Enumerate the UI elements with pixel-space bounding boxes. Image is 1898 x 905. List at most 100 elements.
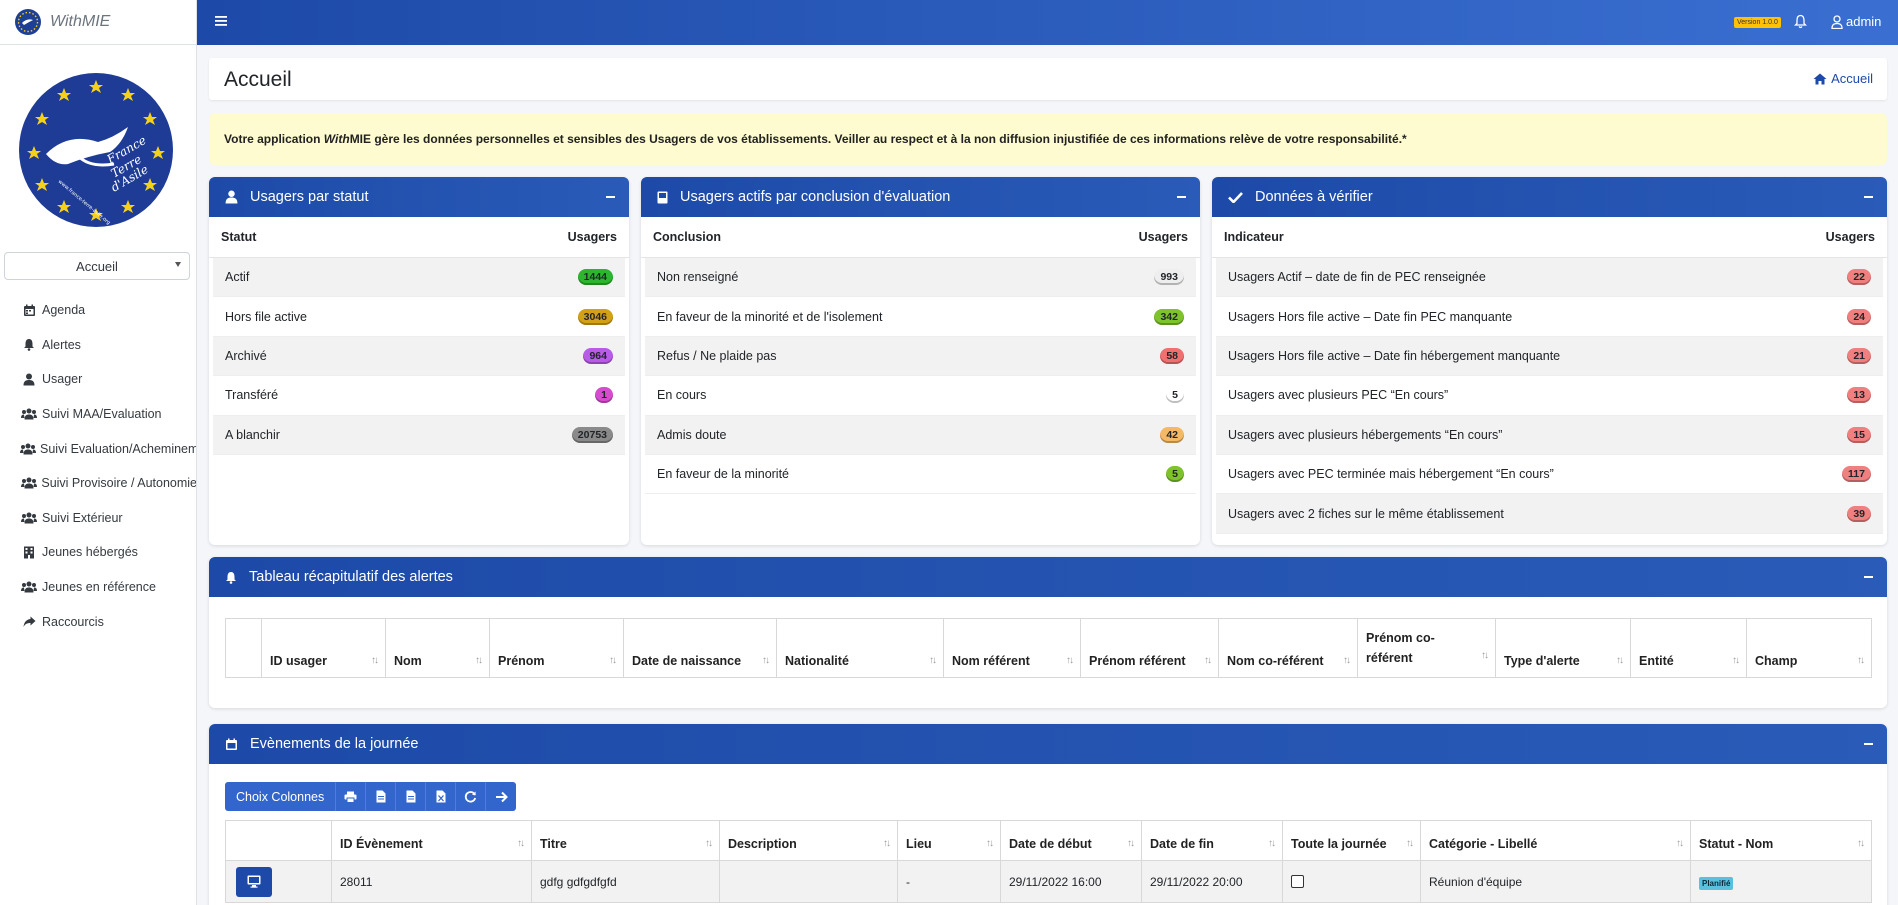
count-badge: 13 bbox=[1847, 387, 1871, 404]
brand[interactable]: WithMIE bbox=[0, 0, 196, 45]
table-row[interactable]: Usagers avec PEC terminée mais hébergeme… bbox=[1216, 455, 1883, 495]
table-row[interactable]: Usagers avec 2 fiches sur le même établi… bbox=[1216, 494, 1883, 534]
column-header[interactable]: Date de fin ↑↓ bbox=[1141, 820, 1283, 861]
column-header[interactable]: Catégorie - Libellé ↑↓ bbox=[1420, 820, 1691, 861]
sidebar-item-jeunes-reference[interactable]: Jeunes en référence bbox=[0, 570, 196, 605]
card-title: Usagers par statut bbox=[250, 189, 369, 205]
table-row[interactable]: 28011 gdfg gdfgdfgfd - 29/11/2022 16:00 … bbox=[225, 860, 1872, 903]
notifications-bell-icon[interactable] bbox=[1794, 14, 1807, 29]
sidebar-item-label: Alertes bbox=[42, 337, 81, 352]
sidebar-item-raccourcis[interactable]: Raccourcis bbox=[0, 604, 196, 639]
column-header[interactable]: Prénom référent ↑↓ bbox=[1080, 618, 1219, 678]
column-label: Statut - Nom bbox=[1699, 837, 1774, 851]
table-row[interactable]: Refus / Ne plaide pas 58 bbox=[645, 336, 1196, 377]
table-row[interactable]: Non renseigné 993 bbox=[645, 258, 1196, 298]
row-label: Usagers Hors file active – Date fin hébe… bbox=[1228, 348, 1561, 363]
count-badge: 3046 bbox=[577, 308, 613, 325]
topbar: Version 1.0.0 admin bbox=[197, 0, 1898, 45]
refresh-button[interactable] bbox=[456, 782, 487, 811]
column-header[interactable]: Entité ↑↓ bbox=[1630, 618, 1747, 678]
sidebar-item-suivi-maa[interactable]: Suivi MAA/Evaluation bbox=[0, 397, 196, 432]
cell-id: 28011 bbox=[331, 860, 532, 903]
table-row[interactable]: A blanchir 20753 bbox=[213, 415, 625, 455]
menu-toggle-icon[interactable] bbox=[215, 15, 227, 27]
count-badge: 5 bbox=[1166, 466, 1184, 483]
table-row[interactable]: Admis doute 42 bbox=[645, 415, 1196, 455]
sidebar-item-suivi-evaluation[interactable]: Suivi Evaluation/Acheminement bbox=[0, 431, 196, 466]
collapse-icon[interactable] bbox=[1864, 743, 1873, 745]
page-select-value: Accueil bbox=[76, 258, 118, 274]
column-label: Prénom bbox=[498, 654, 545, 668]
collapse-icon[interactable] bbox=[1864, 576, 1873, 578]
sort-icon: ↑↓ bbox=[929, 655, 937, 666]
card-header: Tableau récapitulatif des alertes bbox=[209, 557, 1887, 597]
table-row[interactable]: Actif 1444 bbox=[213, 258, 625, 298]
view-button[interactable] bbox=[236, 866, 272, 897]
sidebar-item-suivi-provisoire[interactable]: Suivi Provisoire / Autonomie bbox=[0, 466, 196, 501]
column-header[interactable]: Date de naissance ↑↓ bbox=[623, 618, 777, 678]
page-select[interactable]: Accueil bbox=[4, 252, 190, 280]
column-header[interactable]: Toute la journée ↑↓ bbox=[1282, 820, 1421, 861]
sort-icon: ↑↓ bbox=[517, 838, 525, 849]
sidebar-item-usager[interactable]: Usager bbox=[0, 362, 196, 397]
column-header[interactable]: Prénom ↑↓ bbox=[489, 618, 624, 678]
column-header[interactable]: Nom co-référent ↑↓ bbox=[1218, 618, 1358, 678]
users-icon bbox=[20, 443, 36, 455]
column-header[interactable]: Nationalité ↑↓ bbox=[776, 618, 944, 678]
table-row[interactable]: Usagers Hors file active – Date fin PEC … bbox=[1216, 297, 1883, 337]
row-label: En faveur de la minorité et de l'isoleme… bbox=[657, 309, 883, 324]
file-pdf-icon bbox=[406, 790, 416, 803]
user-icon bbox=[1831, 14, 1843, 29]
column-header[interactable]: Statut - Nom ↑↓ bbox=[1690, 820, 1872, 861]
collapse-icon[interactable] bbox=[1864, 196, 1873, 198]
column-header-select[interactable] bbox=[225, 618, 262, 678]
next-button[interactable] bbox=[486, 782, 516, 811]
user-menu[interactable]: admin bbox=[1831, 14, 1881, 29]
table-row[interactable]: Archivé 964 bbox=[213, 336, 625, 377]
table-row[interactable]: En faveur de la minorité 5 bbox=[645, 455, 1196, 495]
table-row[interactable]: Usagers avec plusieurs hébergements “En … bbox=[1216, 415, 1883, 455]
sidebar-item-jeunes-heberges[interactable]: Jeunes hébergés bbox=[0, 535, 196, 570]
row-label: Usagers avec 2 fiches sur le même établi… bbox=[1228, 506, 1504, 521]
table-row[interactable]: Usagers Actif – date de fin de PEC rense… bbox=[1216, 258, 1883, 298]
sidebar-item-agenda[interactable]: Agenda bbox=[0, 293, 196, 328]
sort-icon: ↑↓ bbox=[1268, 838, 1276, 849]
all-day-checkbox[interactable] bbox=[1291, 875, 1304, 888]
table-row[interactable]: Usagers avec plusieurs PEC “En cours” 13 bbox=[1216, 376, 1883, 416]
table-row[interactable]: Hors file active 3046 bbox=[213, 297, 625, 337]
export-pdf-button[interactable] bbox=[396, 782, 427, 811]
sort-icon: ↑↓ bbox=[1857, 838, 1865, 849]
users-icon bbox=[20, 408, 38, 420]
table-row[interactable]: En cours 5 bbox=[645, 376, 1196, 416]
column-header[interactable]: ID Évènement ↑↓ bbox=[331, 820, 532, 861]
sidebar-item-alertes[interactable]: Alertes bbox=[0, 328, 196, 363]
column-header[interactable]: Date de début ↑↓ bbox=[1000, 820, 1142, 861]
column-header[interactable]: Lieu ↑↓ bbox=[897, 820, 1001, 861]
export-csv-button[interactable] bbox=[366, 782, 397, 811]
card-title: Tableau récapitulatif des alertes bbox=[249, 569, 453, 585]
column-header[interactable]: Nom ↑↓ bbox=[385, 618, 490, 678]
column-label: Description bbox=[728, 837, 797, 851]
sidebar-item-suivi-exterieur[interactable]: Suivi Extérieur bbox=[0, 501, 196, 536]
choose-columns-button[interactable]: Choix Colonnes bbox=[225, 782, 337, 811]
column-header[interactable]: Champ ↑↓ bbox=[1746, 618, 1872, 678]
collapse-icon[interactable] bbox=[606, 196, 615, 198]
table-row[interactable]: Usagers Hors file active – Date fin hébe… bbox=[1216, 336, 1883, 377]
column-header[interactable]: Description ↑↓ bbox=[719, 820, 898, 861]
table-row[interactable]: En faveur de la minorité et de l'isoleme… bbox=[645, 297, 1196, 337]
print-button[interactable] bbox=[336, 782, 367, 811]
alerts-table: ID usager ↑↓ Nom ↑↓ Prénom ↑↓ Date de naiss… bbox=[225, 618, 1872, 678]
column-label: Nationalité bbox=[785, 654, 849, 668]
column-header[interactable]: Prénom co-référent ↑↓ bbox=[1357, 618, 1496, 678]
column-header[interactable]: Titre ↑↓ bbox=[531, 820, 720, 861]
column-header[interactable]: Nom référent ↑↓ bbox=[943, 618, 1081, 678]
collapse-icon[interactable] bbox=[1177, 196, 1186, 198]
user-icon bbox=[20, 373, 38, 386]
column-header[interactable]: Type d'alerte ↑↓ bbox=[1495, 618, 1631, 678]
card-header: Evènements de la journée bbox=[209, 724, 1887, 764]
table-row[interactable]: Transféré 1 bbox=[213, 376, 625, 416]
column-header[interactable]: ID usager ↑↓ bbox=[261, 618, 386, 678]
export-excel-button[interactable] bbox=[426, 782, 457, 811]
sort-icon: ↑↓ bbox=[1732, 655, 1740, 666]
breadcrumb[interactable]: Accueil bbox=[1813, 71, 1873, 86]
